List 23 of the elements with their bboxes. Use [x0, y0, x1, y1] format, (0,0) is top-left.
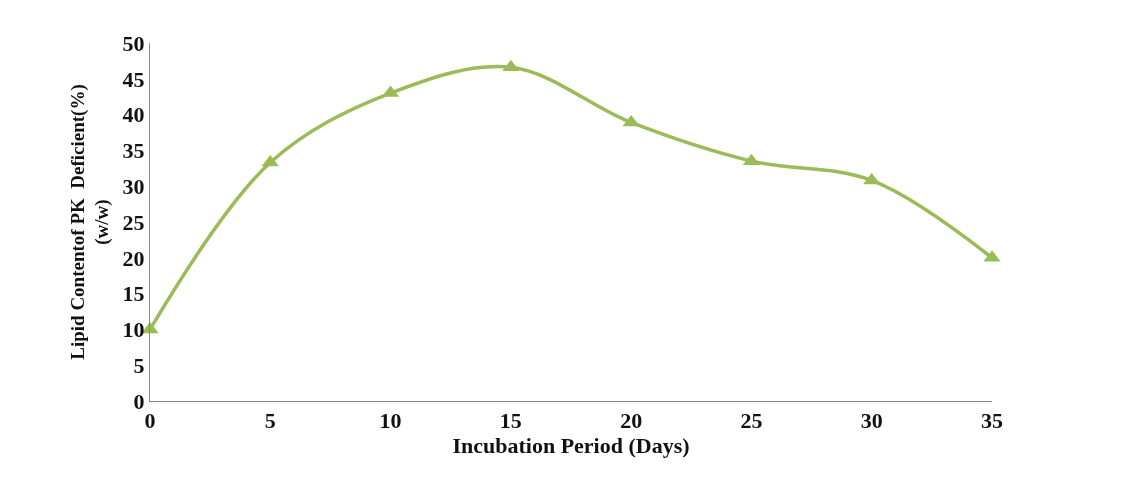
y-tick-label: 0	[133, 388, 145, 414]
x-tick-label: 15	[499, 408, 522, 434]
y-tick-label: 10	[122, 317, 145, 343]
y-tick-label: 20	[122, 245, 145, 271]
x-tick-label: 25	[740, 408, 763, 434]
y-axis-title: Lipid Contentof PK Deficient(%) (w/w)	[66, 84, 114, 360]
point	[622, 114, 640, 127]
x-axis-title: Incubation Period (Days)	[452, 433, 690, 459]
x-tick-label: 35	[981, 408, 1003, 434]
x-tick-label: 30	[860, 408, 883, 434]
y-tick-label: 50	[122, 30, 145, 56]
x-tick-label: 10	[379, 408, 402, 434]
y-tick-label: 5	[133, 352, 145, 378]
y-tick-label: 35	[122, 138, 145, 164]
y-tick-label: 25	[122, 209, 145, 235]
point	[502, 59, 520, 72]
x-tick-label: 20	[620, 408, 643, 434]
x-tick-label: 5	[264, 408, 276, 434]
y-tick-label: 30	[122, 173, 145, 199]
point	[863, 172, 881, 185]
y-tick-label: 45	[122, 66, 145, 92]
y-tick-label: 40	[122, 102, 145, 128]
y-tick-label: 15	[122, 281, 145, 307]
